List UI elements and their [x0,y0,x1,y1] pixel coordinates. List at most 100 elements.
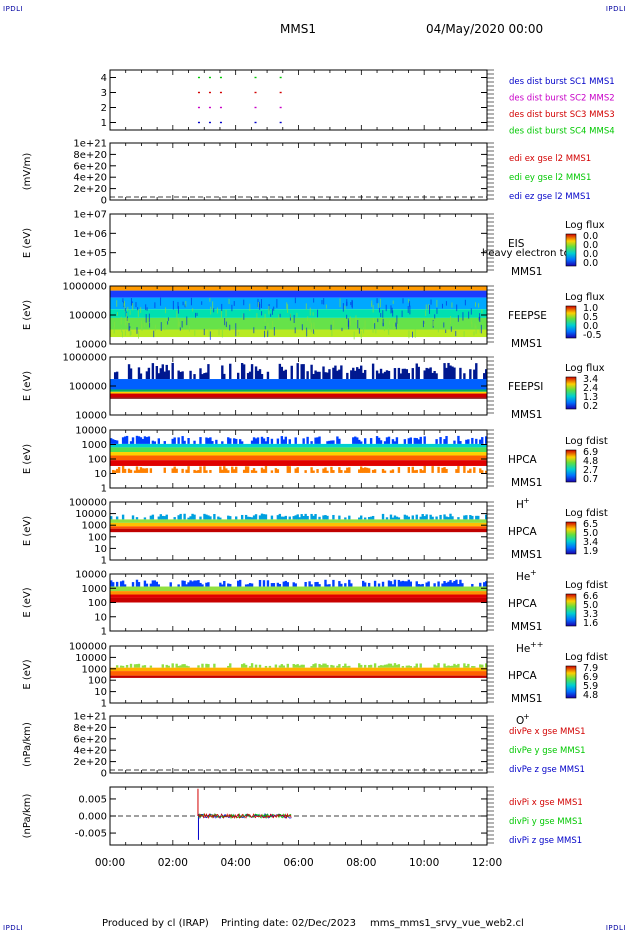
panel-hpca_h-cell [240,441,244,444]
panel-feeps_e-speckle [273,327,275,336]
panel-hpca_o-cell [213,663,216,668]
panel-hpca_he1-colorbar-gradient [565,521,577,555]
panel-hpca_h-cell [121,437,125,444]
panel-hpca_o-cell [401,666,405,668]
panel-hpca_h-cell [141,438,145,444]
panel-hpca_o-colorbar-tick-0: 7.9 [583,663,598,674]
panel-feeps_i-cell [463,373,466,380]
panel-feeps_e-speckle [355,315,357,323]
panel-hpca_h-species-sup: + [523,496,530,505]
panel-hpca_he1-cell [135,517,139,520]
panel-hpca_h-cell [181,468,184,473]
panel-hpca_he2-cell [427,581,430,587]
datetime-title: 04/May/2020 00:00 [426,22,544,36]
panel-feeps_i-spacecraft: MMS1 [511,409,542,421]
panel-feeps_e-colorbar-tick-0: 1.0 [583,303,598,314]
panel-hpca_h-cell [276,469,280,473]
panel-hpca_h-cell [312,470,315,473]
panel-feeps_e-speckle [479,316,481,323]
panel-hpca_o-cell [465,665,468,668]
panel-feeps_e-speckle [178,321,180,327]
panel-hpca_o-cell [358,663,361,668]
panel-feeps_e-band-2 [110,297,487,310]
panel-hpca_h-cell [252,437,256,444]
panel-hpca_h-cell [437,466,440,473]
panel-hpca_h-cell [445,436,448,444]
panel-hpca_o-cell [229,663,232,668]
panel-hpca_he2-cell [219,582,222,587]
panel-hpca_h-cell [485,436,488,444]
panel-feeps_e-speckle [129,327,131,336]
panel-feeps_e-speckle [220,310,222,319]
panel-hpca_h-cell [111,469,115,473]
panel-hpca_h-cell [250,440,254,444]
panel-hpca_h-cell [481,437,484,444]
panel-hpca_o-cell [336,665,339,668]
panel-hpca_o-cell [413,666,416,668]
panel-hpca_he1-cell [203,513,206,520]
panel-feeps_i-tick-label-1: 100000 [69,382,107,393]
panel-hpca_he1-cell [477,515,480,520]
panel-feeps_e-speckle [408,299,410,303]
panel-hpca_he1-spectrogram [110,513,488,533]
panel-feeps_i-cell [221,365,224,380]
panel-feeps_i-cell [129,368,133,380]
panel-hpca_h-cell [302,438,305,444]
panel-feeps_i-cell [387,370,391,380]
panel-hpca_he2-cell [149,583,153,587]
panel-hpca_h-cell [473,467,476,473]
panel-hpca_he1-cell [393,515,397,520]
panel-hpca_he1-cell [463,515,466,520]
panel-feeps_i-cell [415,363,418,380]
panel-hpca_h-cell [457,435,460,444]
panel-feeps_e-speckle [470,319,472,324]
panel-feeps_e-speckle [350,316,352,326]
panel-hpca_he1-species: He [516,571,530,583]
panel-feeps_i-cell [350,370,353,380]
panel-hpca_he2-colorbar-title: Log fdist [565,580,608,591]
panel-feeps_e-band-3 [110,309,487,318]
panel-hpca_he1-cell [469,515,472,520]
panel-feeps_i-cell [147,367,151,380]
panel-feeps_i-cell [447,362,450,380]
panel-hpca_h-cell [358,469,361,473]
panel-feeps_i-cell [157,373,161,380]
panel-feeps_e-speckle [221,329,223,338]
panel-hpca_o-colorbar-gradient [565,665,577,699]
panel-hpca_o-cell [292,663,295,668]
panel-feeps_i-cell [167,370,170,380]
panel-hpca_h-cell [254,438,258,444]
panel-divpe-tick-label-3: 4e+20 [73,746,107,757]
panel-hpca_o-cell [302,664,305,668]
panel-hpca_he1-cell [260,513,264,520]
panel-feeps_i-cell [312,373,315,380]
panel-hpca_he1-cell [219,517,222,520]
panel-hpca_o-cell [121,665,125,668]
panel-feeps_i-cell [113,372,117,380]
panel-burst-frame [109,69,488,131]
panel-hpca_he2-cell [278,584,282,587]
panel-feeps_e-speckle [224,318,226,325]
panel-hpca_o-cell [149,665,153,668]
panel-hpca_h-cell [373,469,377,473]
panel-hpca_o-cell [135,664,139,668]
time-axis-label-6: 12:00 [472,857,502,869]
panel-divpe-legend-2: divPe z gse MMS1 [509,765,585,775]
panel-hpca_h-cell [324,467,327,473]
panel-hpca_he2-cell [153,580,157,587]
panel-feeps_e-speckle [116,300,118,307]
panel-feeps_e-speckle [160,297,162,306]
panel-feeps_e-speckle [138,331,140,339]
panel-hpca_he1-cell [288,516,291,520]
panel-hpca_he2-cell [471,583,474,587]
panel-hpca_he2-colorbar-tick-1: 5.0 [583,600,598,611]
panel-feeps_e-speckle [364,320,366,329]
panel-feeps_e-speckle [331,329,333,337]
panel-feeps_e-speckle [141,324,143,331]
panel-hpca_he2-cell [207,582,210,587]
panel-hpca_he1-cell [161,515,164,520]
panel-feeps_e-speckle [383,327,385,332]
panel-feeps_i-colorbar-tick-1: 2.4 [583,383,598,394]
panel-feeps_e-speckle [130,331,132,335]
